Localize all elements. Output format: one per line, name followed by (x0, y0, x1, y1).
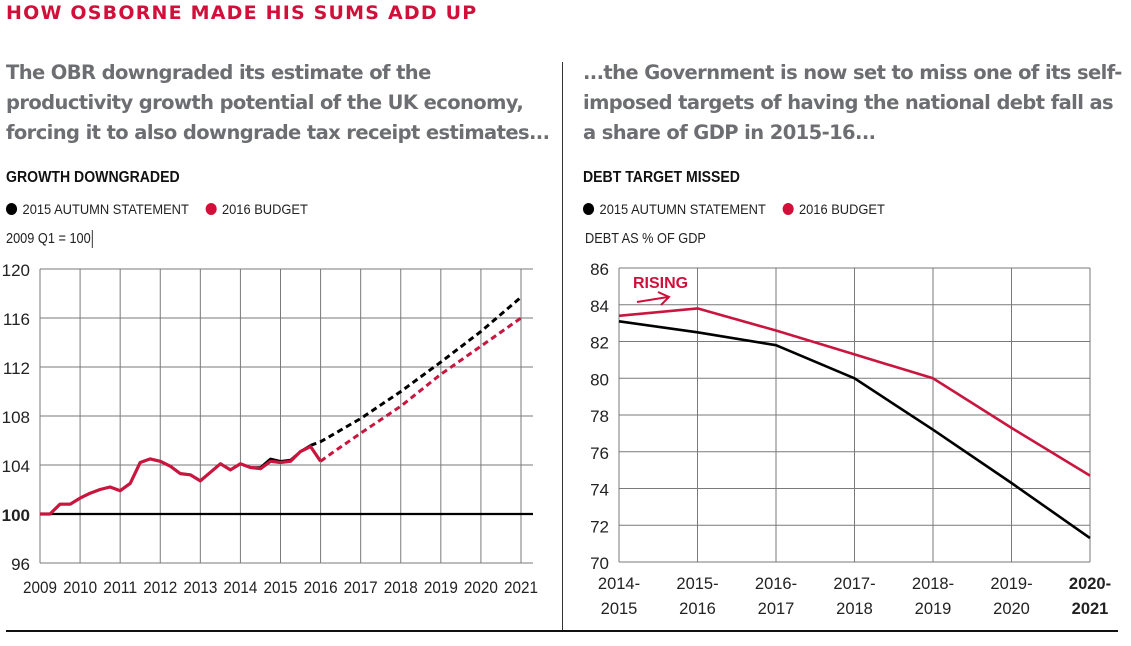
y-tick-label: 70 (590, 554, 609, 573)
rising-arrow-icon (636, 291, 671, 306)
series-line-budget-actual (40, 445, 322, 516)
x-tick-label: 2018- (912, 575, 954, 593)
debt-chart-legend: 2015 AUTUMN STATEMENT 2016 BUDGET (583, 201, 901, 217)
legend-item-autumn-statement: 2015 AUTUMN STATEMENT (6, 201, 189, 217)
x-tick-label: 2014- (598, 575, 640, 593)
left-standfirst: The OBR downgraded its estimate of the p… (6, 61, 550, 144)
x-tick-label: 2012 (143, 579, 177, 597)
red-dot-icon (205, 203, 217, 215)
x-tick-label: 2019- (990, 575, 1032, 593)
bottom-rule (6, 630, 1118, 632)
debt-chart-unit: DEBT AS % OF GDP (585, 230, 706, 247)
y-tick-label: 96 (11, 555, 30, 574)
text-cursor (91, 230, 93, 249)
y-tick-label: 120 (2, 261, 30, 280)
growth-chart-legend: 2015 AUTUMN STATEMENT 2016 BUDGET (6, 201, 324, 217)
x-tick-label: 2020 (993, 600, 1030, 618)
x-tick-label: 2011 (103, 579, 137, 597)
x-tick-label: 2019 (424, 579, 458, 597)
y-tick-label: 86 (590, 260, 609, 279)
legend-item-budget: 2016 BUDGET (782, 201, 885, 217)
x-tick-label: 2020 (464, 579, 498, 597)
x-tick-label: 2017 (758, 600, 795, 618)
black-dot-icon (6, 203, 18, 215)
x-tick-label: 2015 (264, 579, 298, 597)
right-standfirst: ...the Government is now set to miss one… (583, 61, 1122, 144)
x-tick-label: 2013 (183, 579, 217, 597)
series-line-autumn-statement-actual (40, 444, 312, 516)
y-tick-label: 78 (590, 407, 609, 426)
x-tick-label: 2019 (915, 600, 952, 618)
x-tick-label: 2016 (679, 600, 716, 618)
y-tick-label: 76 (590, 444, 609, 463)
growth-chart: 96 100 104 108 112 116 120 2009 2010 2011 2012 2013… (2, 261, 538, 597)
legend-label: 2015 AUTUMN STATEMENT (22, 201, 189, 217)
growth-chart-title: GROWTH DOWNGRADED (6, 169, 180, 186)
x-tick-label: 2014 (223, 579, 257, 597)
column-divider (562, 62, 563, 630)
x-tick-label: 2010 (63, 579, 97, 597)
x-tick-label: 2015 (601, 600, 638, 618)
x-tick-label: 2017- (833, 575, 875, 593)
x-tick-label: 2018 (384, 579, 418, 597)
series-line-autumn-statement (618, 320, 1091, 540)
y-tick-label: 82 (590, 334, 609, 353)
series-line-autumn-statement-forecast (310, 296, 522, 447)
legend-label: 2016 BUDGET (221, 201, 308, 217)
series-line-budget (618, 307, 1091, 477)
x-tick-label: 2016 (304, 579, 338, 597)
x-tick-label: 2016- (755, 575, 797, 593)
x-tick-label: 2015- (676, 575, 718, 593)
legend-label: 2015 AUTUMN STATEMENT (599, 201, 766, 217)
legend-item-budget: 2016 BUDGET (205, 201, 308, 217)
debt-chart-title: DEBT TARGET MISSED (583, 169, 740, 186)
legend-item-autumn-statement: 2015 AUTUMN STATEMENT (583, 201, 766, 217)
growth-chart-unit: 2009 Q1 = 100 (6, 230, 93, 249)
legend-label: 2016 BUDGET (798, 201, 885, 217)
y-tick-label: 100 (2, 506, 30, 525)
x-tick-label: 2017 (344, 579, 378, 597)
y-tick-label: 112 (3, 359, 30, 378)
y-axis-label: 2009 Q1 = 100 (6, 230, 91, 247)
x-tick-label: 2020- (1069, 575, 1111, 593)
x-tick-label: 2021 (1072, 600, 1109, 618)
y-tick-label: 84 (590, 297, 609, 316)
rising-annotation: RISING (633, 275, 688, 292)
y-tick-label: 108 (2, 408, 30, 427)
y-tick-label: 74 (590, 481, 609, 500)
y-tick-label: 80 (590, 370, 609, 389)
black-dot-icon (583, 203, 595, 215)
y-tick-label: 116 (3, 310, 30, 329)
y-tick-label: 72 (590, 517, 609, 536)
red-dot-icon (782, 203, 794, 215)
x-tick-label: 2009 (23, 579, 57, 597)
x-tick-label: 2018 (836, 600, 873, 618)
page-kicker: HOW OSBORNE MADE HIS SUMS ADD UP (6, 2, 478, 24)
y-tick-label: 104 (2, 457, 30, 476)
x-tick-label: 2021 (504, 579, 538, 597)
series-line-budget-forecast (319, 316, 522, 463)
